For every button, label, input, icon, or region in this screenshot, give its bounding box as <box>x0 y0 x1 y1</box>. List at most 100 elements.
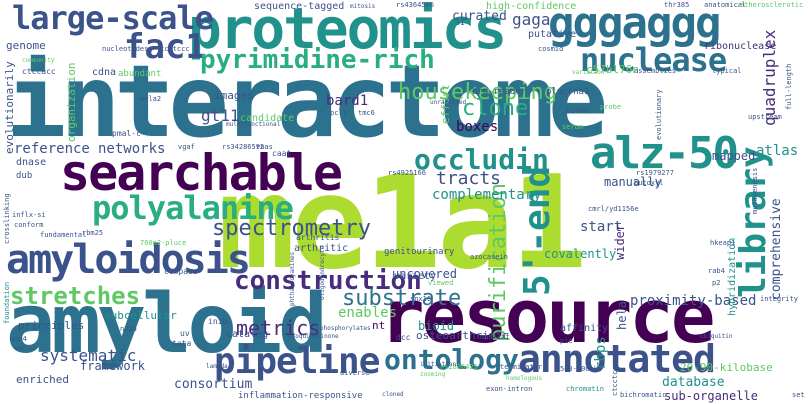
word-azocasein: azocasein <box>470 253 508 261</box>
word-fundamental: fundamental <box>40 231 87 239</box>
word-comprehensive: comprehensive <box>769 198 784 300</box>
word-substrate: substrate <box>342 286 462 311</box>
word-hybridization: hybridization <box>727 237 738 316</box>
word-catalog: catalog <box>226 329 269 340</box>
word-oligodendrocyte: oligodendrocyte <box>319 245 326 300</box>
word-unravelled: unravelled <box>430 99 467 106</box>
word-rab4: rab4 <box>708 267 725 275</box>
word-foundation: foundation <box>3 281 11 324</box>
word-multifunctional: multifunctional <box>226 121 281 128</box>
word-uv: uv <box>180 329 190 338</box>
word-vector: vector <box>14 345 36 352</box>
word-complementary: complementary <box>432 187 542 203</box>
word-rs4364506: rs4364506 <box>396 1 434 9</box>
word-tata: tata <box>172 339 192 348</box>
word-stretches: stretches <box>10 282 141 310</box>
word-pipeline: pipeline <box>214 341 380 382</box>
word-variety: variety <box>394 271 437 282</box>
word-assemblies: assemblies <box>634 67 677 75</box>
word-organization: organization <box>65 62 78 142</box>
word-purification: purification <box>486 183 511 342</box>
word-p2: p2 <box>712 279 721 287</box>
word-rs34286592: rs34286592 <box>222 143 265 151</box>
word-evolutionarily: evolutionarily <box>3 61 16 154</box>
word-20-90-kilobase: 20-90-kilobase <box>680 361 773 374</box>
word-consortium: consortium <box>174 377 253 392</box>
word-500-700-kb: 500-700-kb <box>560 365 603 373</box>
word-nucleotides: nucleotides <box>102 45 149 53</box>
word-full-length: full-length <box>785 63 793 110</box>
word-sub-organelle: sub-organelle <box>664 389 758 403</box>
word-inflx-si: inflx-si <box>12 211 46 219</box>
word-cdna: cdna <box>92 67 117 78</box>
word-construction: construction <box>234 266 422 296</box>
word-cosmid: cosmid <box>538 45 564 53</box>
word-occludin: occludin <box>414 143 549 176</box>
word-annotated: annotated <box>518 337 716 381</box>
word-start: start <box>580 219 623 235</box>
word-dub: dub <box>16 171 33 181</box>
word-principles: principles <box>18 319 85 332</box>
word-uncovered: uncovered <box>392 267 458 281</box>
word-fac1: fac1 <box>124 27 206 67</box>
word-bard1: bard1 <box>326 93 369 109</box>
word-high-confidence: high-confidence <box>486 1 577 12</box>
word-rbm25: rbm25 <box>82 229 104 237</box>
word-boxes: boxes <box>456 119 499 135</box>
word-vgaf: vgaf <box>178 143 195 151</box>
word-crosslinking: crosslinking <box>3 193 11 244</box>
word-pyrimidine-rich: pyrimidine-rich <box>200 45 435 75</box>
word-putative: putative <box>528 29 577 40</box>
word-dcc: dcc <box>396 333 411 342</box>
word-reference: reference <box>14 141 90 157</box>
word-covalently: covalently <box>544 247 617 261</box>
word-proximity-based: proximity-based <box>630 293 757 309</box>
word-genitourinary: genitourinary <box>384 247 455 257</box>
word-conform: conform <box>14 221 44 229</box>
word-typical: typical <box>712 67 742 75</box>
word-probe: probe <box>600 103 622 111</box>
word-nuclease: nuclease <box>580 41 727 79</box>
word-mutagenesis: mutagenesis <box>751 167 759 214</box>
word-thr385: thr385 <box>664 1 690 9</box>
word-n22a: n22a <box>120 325 137 333</box>
word-enriched: enriched <box>16 373 69 386</box>
word-arthritic: arthritic <box>294 243 349 254</box>
word-butoxyl: butoxyl <box>634 179 664 187</box>
word-mapped: mapped <box>712 149 756 163</box>
word-bichromatic: bichromatic <box>620 391 667 399</box>
word-abundant: abundant <box>118 69 162 79</box>
word-mitosis: mitosis <box>350 3 376 10</box>
word-searchable: searchable <box>60 144 343 202</box>
word-nt: nt <box>372 319 386 332</box>
word-snx16: snx16 <box>410 295 432 303</box>
word-me1a1: me1a1 <box>218 149 587 298</box>
word-plncrna1: plncrna1 <box>546 87 590 97</box>
word-anatomical: anatomical <box>704 1 747 9</box>
word-osteoarthritic: osteoarthritic <box>416 329 509 342</box>
word-metrics: metrics <box>236 316 321 340</box>
word-lambda: lambda <box>206 363 228 370</box>
word-viewed: viewed <box>428 279 454 287</box>
word-gaga: gaga <box>512 10 551 29</box>
word-images: images <box>214 89 254 102</box>
word-tmc6: tmc6 <box>358 109 375 117</box>
word-tolhe: tolhe <box>566 107 588 115</box>
word-networks: networks <box>98 141 166 157</box>
word-caat: caat <box>272 149 292 158</box>
word-mpex-bf: mpex-bf <box>480 333 510 341</box>
word-serum: serum <box>562 123 584 131</box>
word-pie: pie <box>560 337 573 345</box>
word-diverse: diverse <box>340 369 370 377</box>
word-gggaggg: gggaggg <box>548 0 721 49</box>
word-phthalocyanines: phthalocyanines <box>289 251 296 306</box>
word-community: community <box>22 57 55 64</box>
word-rs2836425: rs2836425 <box>440 363 478 371</box>
word-s1: s1 <box>456 19 465 27</box>
word-atherosclerotic: atherosclerotic <box>740 1 804 9</box>
word-chromatin: chromatin <box>566 385 604 393</box>
word-initiation: initiation <box>420 361 457 368</box>
word-amyloidosis: amyloidosis <box>6 237 251 283</box>
word-amyloid: amyloid <box>6 277 328 372</box>
